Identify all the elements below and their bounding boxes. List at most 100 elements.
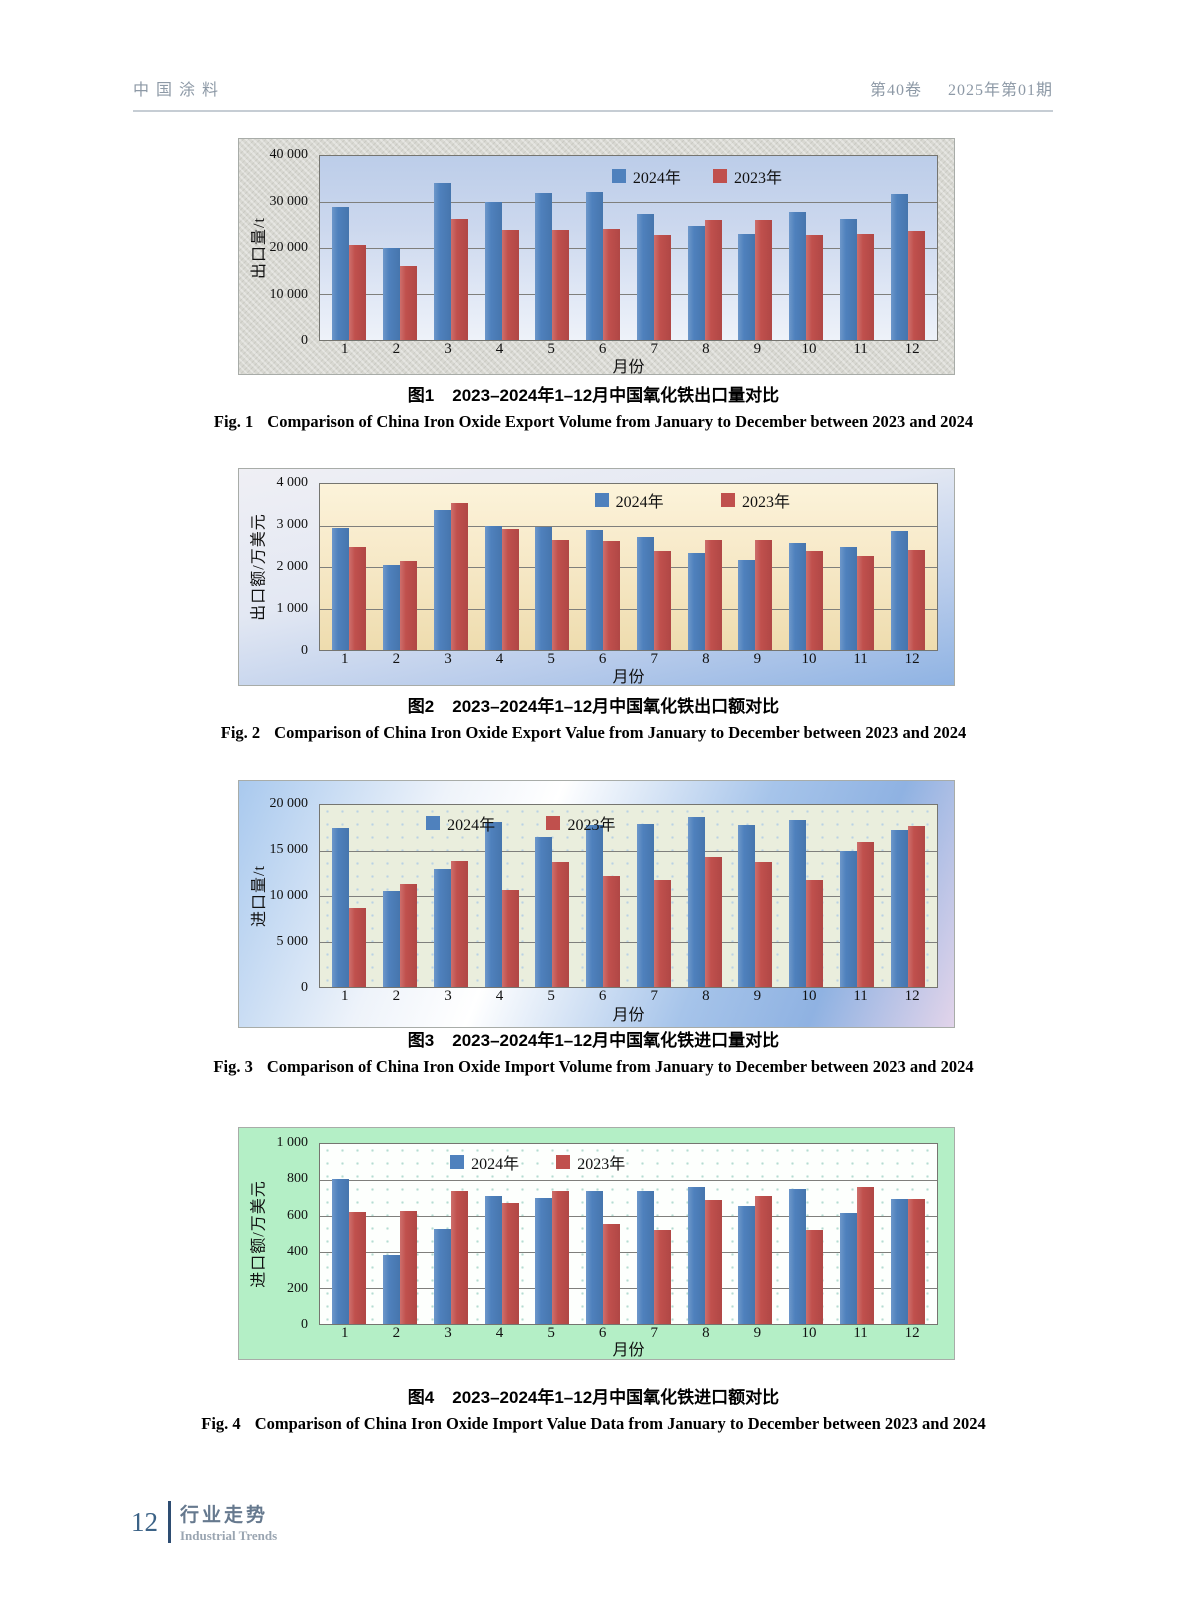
x-tick-label: 5 — [547, 1325, 555, 1341]
figure-2-label-cn: 图2 — [407, 697, 435, 716]
bar-2024年-month-11 — [839, 219, 857, 340]
bar-group-month-12 — [882, 1144, 933, 1324]
bar-2024年-month-9 — [738, 825, 756, 987]
bar-2024年-month-1 — [332, 528, 350, 650]
bar-2023年-month-3 — [450, 502, 468, 650]
x-tick-label: 8 — [702, 988, 710, 1004]
x-tick-label: 9 — [753, 988, 762, 1004]
bar-group-month-12 — [882, 805, 933, 987]
x-tick-label: 2 — [392, 651, 401, 667]
legend-swatch-icon — [594, 493, 609, 507]
figure-1-label-en: Fig. 1 — [213, 412, 254, 431]
bar-2024年-month-12 — [890, 193, 908, 340]
bar-2023年-month-8 — [704, 219, 722, 340]
bar-group-month-8 — [679, 156, 730, 340]
legend-swatch-icon — [713, 169, 728, 183]
figure-2-text-cn: 2023–2024年1–12月中国氧化铁出口额对比 — [452, 697, 780, 716]
bar-group-month-4 — [476, 1144, 527, 1324]
x-tick-label: 12 — [904, 988, 920, 1004]
bar-2023年-month-8 — [704, 1200, 722, 1324]
bar-2024年-month-7 — [636, 1190, 654, 1324]
legend-label: 2024年 — [615, 494, 664, 511]
bar-2024年-month-12 — [890, 531, 908, 650]
bar-group-month-2 — [375, 156, 426, 340]
bar-group-month-3 — [426, 805, 477, 987]
bar-2023年-month-11 — [856, 234, 874, 340]
bar-group-month-1 — [324, 156, 375, 340]
bar-2023年-month-5 — [552, 1190, 570, 1324]
gridline — [320, 1288, 937, 1289]
bar-2024年-month-2 — [383, 248, 401, 340]
x-tick-label: 8 — [702, 341, 710, 357]
y-tick-label: 4 000 — [276, 475, 309, 490]
bar-2023年-month-1 — [349, 245, 367, 340]
gridline — [320, 248, 937, 249]
bar-group-month-6 — [578, 484, 629, 650]
page-header: 中国涂料 第40卷 2025年第01期 — [133, 74, 1053, 112]
x-tick-label: 3 — [444, 341, 452, 357]
x-tick-label: 4 — [495, 1325, 504, 1341]
chart-import-volume: 进口量/t 20 000 15 000 10 000 5 000 0 2024年 2023… — [238, 780, 955, 1028]
bar-2023年-month-1 — [349, 547, 367, 650]
y-tick-label: 0 — [301, 333, 308, 348]
x-tick-label: 11 — [853, 1325, 868, 1341]
bar-group-month-5 — [527, 805, 578, 987]
legend-item-2024年: 2024年 — [611, 164, 681, 188]
y-tick-label: 5 000 — [276, 934, 309, 949]
gridline — [320, 525, 937, 527]
figure-1-text-cn: 2023–2024年1–12月中国氧化铁出口量对比 — [452, 386, 780, 405]
bar-2024年-month-7 — [636, 537, 654, 650]
bar-2024年-month-7 — [636, 824, 654, 987]
gridline — [320, 850, 937, 852]
figure-3-caption: 图3 2023–2024年1–12月中国氧化铁进口量对比 Fig. 3 Compar… — [0, 1026, 1187, 1077]
figure-2-caption: 图2 2023–2024年1–12月中国氧化铁出口额对比 Fig. 2 Compar… — [0, 692, 1187, 743]
gridline — [320, 294, 937, 295]
x-tick-label: 3 — [444, 1325, 452, 1341]
bar-2023年-month-5 — [552, 862, 570, 987]
bar-2023年-month-3 — [450, 219, 468, 340]
bar-2023年-month-6 — [603, 1224, 621, 1324]
x-tick-label: 11 — [853, 651, 868, 667]
figure-4-text-en: Comparison of China Iron Oxide Import Va… — [254, 1414, 986, 1433]
bars — [320, 805, 937, 987]
bar-group-month-10 — [781, 156, 832, 340]
bar-group-month-2 — [375, 484, 426, 650]
x-tick-label: 9 — [753, 341, 762, 357]
bar-2024年-month-6 — [586, 1191, 604, 1324]
bar-group-month-7 — [629, 484, 680, 650]
bar-group-month-3 — [426, 156, 477, 340]
x-tick-label: 11 — [853, 988, 868, 1004]
bar-2023年-month-4 — [501, 229, 519, 340]
bars — [320, 156, 937, 340]
bar-2024年-month-5 — [535, 527, 553, 650]
bar-group-month-7 — [629, 156, 680, 340]
y-tick-label: 0 — [301, 1317, 308, 1332]
x-tick-label: 2 — [392, 1325, 401, 1341]
x-tick-label: 12 — [904, 341, 920, 357]
bar-group-month-3 — [426, 1144, 477, 1324]
page-number: 12 — [131, 1506, 158, 1537]
bar-2024年-month-12 — [890, 829, 908, 987]
bar-2023年-month-7 — [653, 879, 671, 987]
journal-title: 中国涂料 — [133, 82, 226, 99]
bar-2023年-month-12 — [907, 1199, 925, 1324]
y-tick-label: 20 000 — [269, 796, 309, 811]
legend-label: 2024年 — [471, 1156, 520, 1173]
bar-2023年-month-2 — [400, 1210, 418, 1324]
figure-1-caption-cn: 图1 2023–2024年1–12月中国氧化铁出口量对比 — [0, 381, 1187, 406]
x-tick-label: 1 — [341, 1325, 349, 1341]
bar-2024年-month-2 — [383, 564, 401, 650]
bar-2024年-month-11 — [839, 1212, 857, 1324]
bar-group-month-7 — [629, 805, 680, 987]
x-tick-label: 3 — [444, 988, 452, 1004]
figure-4-text-cn: 2023–2024年1–12月中国氧化铁进口额对比 — [452, 1388, 780, 1407]
gridline — [320, 608, 937, 610]
bar-group-month-5 — [527, 1144, 578, 1324]
bar-2023年-month-5 — [552, 540, 570, 650]
figure-4-caption: 图4 2023–2024年1–12月中国氧化铁进口额对比 Fig. 4 Compar… — [0, 1383, 1187, 1434]
x-tick-label: 1 — [341, 341, 349, 357]
y-axis-ticks: 40 000 30 000 20 000 10 000 0 — [239, 147, 315, 348]
x-tick-label: 10 — [801, 651, 817, 667]
